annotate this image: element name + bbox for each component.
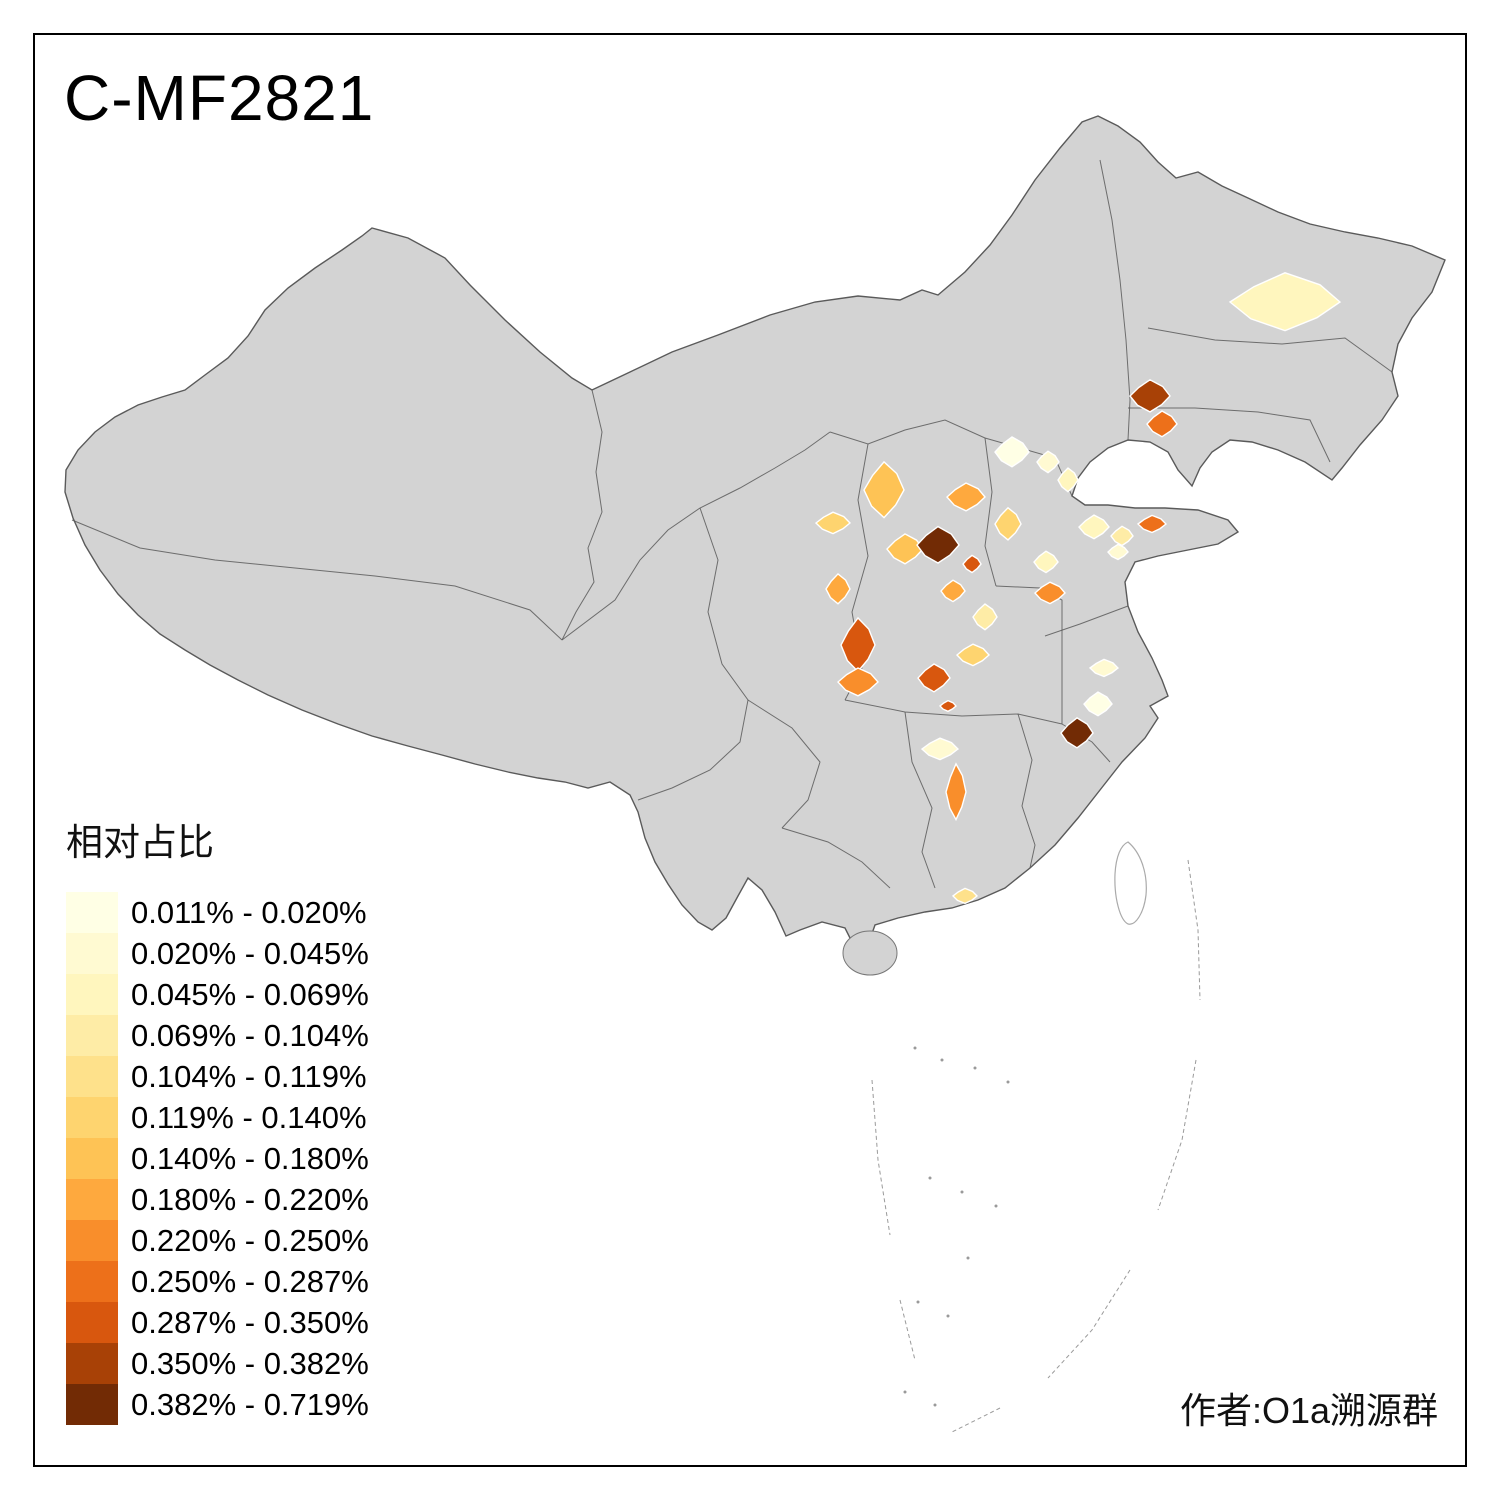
prefecture-region	[972, 603, 998, 631]
legend-label: 0.011% - 0.020%	[131, 894, 367, 930]
prefecture-region	[938, 699, 958, 713]
legend-entry: 0.140% - 0.180%	[66, 1138, 369, 1179]
legend-label: 0.069% - 0.104%	[131, 1017, 369, 1053]
prefecture-region	[1057, 467, 1079, 493]
legend-label: 0.045% - 0.069%	[131, 976, 369, 1012]
legend-label: 0.140% - 0.180%	[131, 1140, 369, 1176]
author-credit: 作者:O1a溯源群	[1179, 1390, 1438, 1431]
legend-entry: 0.382% - 0.719%	[66, 1384, 369, 1425]
prefecture-region	[1110, 525, 1134, 547]
legend-entry: 0.250% - 0.287%	[66, 1261, 369, 1302]
prefecture-region	[814, 511, 852, 535]
prefecture-region	[920, 737, 960, 761]
legend-entry: 0.011% - 0.020%	[66, 892, 369, 933]
legend-label: 0.250% - 0.287%	[131, 1263, 369, 1299]
legend-swatch	[66, 933, 118, 974]
legend-label: 0.220% - 0.250%	[131, 1222, 369, 1258]
prefecture-region	[1129, 378, 1171, 413]
legend-swatch	[66, 1179, 118, 1220]
prefecture-region	[946, 482, 986, 512]
legend-swatch	[66, 1015, 118, 1056]
legend-label: 0.119% - 0.140%	[131, 1099, 367, 1135]
prefecture-region	[1036, 450, 1060, 474]
prefecture-region	[1083, 691, 1113, 717]
legend-entry: 0.287% - 0.350%	[66, 1302, 369, 1343]
legend-entry: 0.020% - 0.045%	[66, 933, 369, 974]
prefecture-region	[840, 616, 876, 673]
prefecture-region	[1033, 550, 1059, 574]
legend-swatch	[66, 1138, 118, 1179]
prefecture-region	[825, 572, 851, 605]
prefecture-region	[1088, 658, 1120, 678]
prefecture-region	[1078, 514, 1110, 540]
prefecture-region	[1033, 581, 1066, 605]
legend-entry: 0.220% - 0.250%	[66, 1220, 369, 1261]
prefecture-region	[955, 643, 990, 667]
taiwan-island	[1114, 841, 1147, 925]
legend-entry: 0.069% - 0.104%	[66, 1015, 369, 1056]
legend-entry: 0.119% - 0.140%	[66, 1097, 369, 1138]
legend-entries: 0.011% - 0.020% 0.020% - 0.045% 0.045% - 0…	[66, 892, 369, 1425]
prefecture-region	[951, 887, 979, 905]
legend-swatch	[66, 1097, 118, 1138]
legend-label: 0.350% - 0.382%	[131, 1345, 369, 1381]
prefecture-region	[836, 667, 879, 697]
legend-label: 0.382% - 0.719%	[131, 1386, 369, 1422]
legend-label: 0.020% - 0.045%	[131, 935, 369, 971]
prefecture-region	[994, 436, 1030, 468]
legend-label: 0.180% - 0.220%	[131, 1181, 369, 1217]
prefecture-region	[1146, 410, 1178, 438]
colored-prefectures	[814, 272, 1342, 905]
prefecture-region	[886, 533, 924, 565]
prefecture-region	[962, 554, 982, 574]
legend: 相对占比 0.011% - 0.020% 0.020% - 0.045% 0.045…	[66, 812, 369, 1425]
prefecture-region	[863, 460, 905, 519]
legend-swatch	[66, 974, 118, 1015]
legend-swatch	[66, 1302, 118, 1343]
legend-swatch	[66, 892, 118, 933]
legend-swatch	[66, 1343, 118, 1384]
legend-entry: 0.045% - 0.069%	[66, 974, 369, 1015]
legend-swatch	[66, 1056, 118, 1097]
legend-label: 0.104% - 0.119%	[131, 1058, 367, 1094]
legend-entry: 0.104% - 0.119%	[66, 1056, 369, 1097]
prefecture-region	[1136, 514, 1168, 534]
hainan-island	[842, 930, 898, 976]
mainland-outline	[64, 115, 1446, 960]
prefecture-region	[1107, 543, 1129, 561]
prefecture-region	[917, 663, 951, 693]
prefecture-region	[1060, 717, 1094, 749]
legend-label: 0.287% - 0.350%	[131, 1304, 369, 1340]
legend-swatch	[66, 1261, 118, 1302]
legend-swatch	[66, 1220, 118, 1261]
prefecture-region	[940, 579, 966, 603]
legend-entry: 0.350% - 0.382%	[66, 1343, 369, 1384]
legend-title: 相对占比	[66, 822, 214, 863]
prefecture-region	[916, 525, 960, 564]
chart-title: C-MF2821	[64, 62, 375, 134]
south-china-sea-islands	[871, 859, 1201, 1433]
prefecture-region	[945, 762, 967, 822]
prefecture-region	[994, 506, 1022, 541]
legend-entry: 0.180% - 0.220%	[66, 1179, 369, 1220]
legend-swatch	[66, 1384, 118, 1425]
prefecture-region	[1228, 272, 1342, 332]
